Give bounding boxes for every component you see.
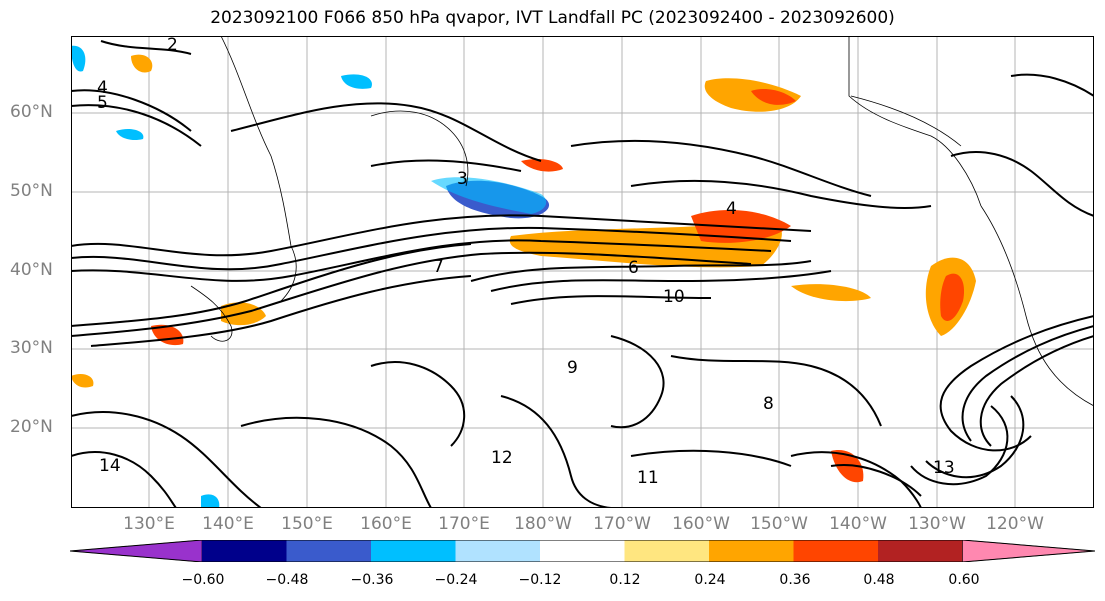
negative-patch — [431, 177, 547, 214]
lon-label: 180°W — [514, 514, 572, 534]
negative-patch — [71, 45, 86, 72]
lon-label: 150°E — [281, 514, 333, 534]
lat-label: 60°N — [10, 102, 53, 122]
colorbar-cell — [540, 540, 625, 562]
positive-patch — [791, 284, 871, 302]
contour-label: 11 — [637, 468, 659, 488]
lon-label: 150°W — [750, 514, 808, 534]
colorbar-tick-label: 0.12 — [609, 572, 641, 588]
lat-label: 30°N — [10, 338, 53, 358]
contour-label: 4 — [97, 78, 108, 98]
colorbar-tick-label: 0.24 — [694, 572, 726, 588]
lon-label: 160°W — [672, 514, 730, 534]
colorbar-cell — [455, 540, 540, 562]
lon-label: 160°E — [360, 514, 412, 534]
coastlines — [190, 36, 1094, 407]
positive-patch — [151, 324, 184, 346]
positive-patch — [71, 374, 94, 388]
negative-patch — [341, 74, 372, 89]
gridlines — [71, 36, 1094, 508]
shading-patches — [71, 45, 976, 508]
positive-patch — [940, 273, 965, 321]
contour-label: 2 — [167, 36, 178, 55]
lon-label: 120°W — [986, 514, 1044, 534]
contour-label: 9 — [567, 358, 578, 378]
colorbar-cell — [202, 540, 287, 562]
colorbar-tick-label: 0.48 — [863, 572, 895, 588]
lon-label: 170°E — [438, 514, 490, 534]
colorbar-tick-label: −0.24 — [434, 572, 478, 588]
contour-label: 10 — [663, 287, 685, 307]
colorbar-tick-label: −0.48 — [265, 572, 309, 588]
colorbar-cell — [793, 540, 878, 562]
contour-label: 5 — [97, 93, 108, 113]
contour-label: 4 — [726, 199, 737, 219]
lon-label: 130°W — [908, 514, 966, 534]
colorbar-extend-low — [70, 540, 203, 562]
colorbar-cell — [709, 540, 794, 562]
colorbar-tick-label: −0.60 — [181, 572, 225, 588]
lon-label: 140°E — [202, 514, 254, 534]
ivt-contours — [71, 40, 1094, 508]
contour-label: 3 — [457, 169, 468, 189]
lat-label: 50°N — [10, 181, 53, 201]
contour-label: 7 — [433, 257, 444, 277]
colorbar-tick-label: 0.60 — [948, 572, 980, 588]
contour-label: 12 — [491, 448, 513, 468]
positive-patch — [131, 54, 153, 73]
contour-label-group: 2 4 5 3 4 6 7 10 11 12 13 14 9 8 — [97, 36, 955, 488]
negative-patch — [201, 494, 220, 508]
lon-label: 130°E — [123, 514, 175, 534]
colorbar-tick-label: 0.36 — [779, 572, 811, 588]
positive-patch — [751, 89, 796, 105]
colorbar-cell — [878, 540, 963, 562]
negative-patch — [116, 128, 144, 141]
positive-patch — [521, 158, 563, 172]
map-panel: 2 4 5 3 4 6 7 10 11 12 13 14 9 8 — [71, 36, 1094, 508]
contour-label: 6 — [628, 258, 639, 278]
contour-label: 14 — [99, 456, 121, 476]
positive-patch — [831, 450, 864, 483]
colorbar-cell — [286, 540, 371, 562]
colorbar-extend-high — [962, 540, 1095, 562]
lat-label: 20°N — [10, 417, 53, 437]
contour-label: 13 — [933, 458, 955, 478]
lat-label: 40°N — [10, 260, 53, 280]
colorbar-tick-label: −0.36 — [350, 572, 394, 588]
map-title: 2023092100 F066 850 hPa qvapor, IVT Land… — [210, 8, 895, 28]
lon-label: 140°W — [829, 514, 887, 534]
colorbar-cell — [371, 540, 456, 562]
colorbar-cell — [624, 540, 709, 562]
colorbar — [70, 540, 1095, 562]
lon-label: 170°W — [593, 514, 651, 534]
contour-label: 8 — [763, 394, 774, 414]
colorbar-tick-label: −0.12 — [518, 572, 562, 588]
